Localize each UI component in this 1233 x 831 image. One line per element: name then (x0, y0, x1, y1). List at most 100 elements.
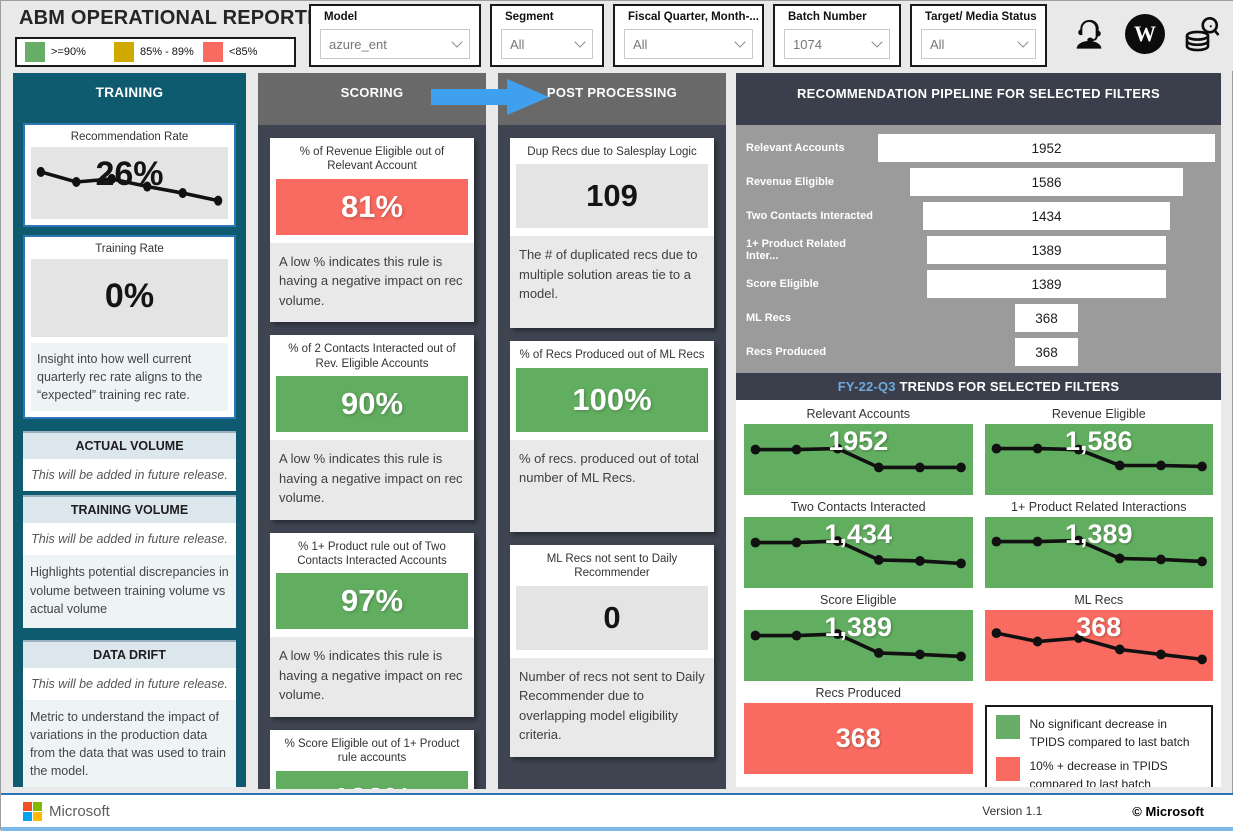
data-drift-section: DATA DRIFT This will be added in future … (23, 639, 236, 787)
kpi-block[interactable]: 81% (276, 178, 468, 235)
training-column: TRAINING Recommendation Rate 26% Trainin… (13, 73, 246, 787)
kpi-block[interactable]: 109 (516, 164, 708, 229)
pipeline-funnel-chart: Relevant Accounts 1952 Revenue Eligible … (736, 125, 1221, 373)
trend-card-two-contacts: Two Contacts Interacted 1,434 (744, 498, 973, 588)
funnel-row: Recs Produced 368 (742, 335, 1215, 369)
training-rate-card: Training Rate 0% Insight into how well c… (23, 235, 236, 420)
gold-swatch (114, 42, 134, 62)
wikipedia-icon[interactable]: W (1124, 13, 1166, 55)
legend-item-gold: 85% - 89% (114, 42, 197, 62)
scoring-card-score-eligible: % Score Eligible out of 1+ Product rule … (270, 729, 474, 789)
chevron-down-icon (574, 36, 586, 48)
card-note: A low % indicates this rule is having a … (270, 637, 474, 717)
card-note: The # of duplicated recs due to multiple… (510, 236, 714, 329)
filter-segment: Segment All (490, 4, 604, 67)
card-title: % of Recs Produced out of ML Recs (519, 349, 705, 362)
sparkline (991, 535, 1207, 567)
scoring-column: SCORING % of Revenue Eligible out of Rel… (258, 73, 486, 789)
trend-chart[interactable]: 1,389 (984, 517, 1213, 588)
section-body: This will be added in future release. (23, 459, 236, 492)
card-title: % Score Eligible out of 1+ Product rule … (284, 737, 460, 765)
card-title: Dup Recs due to Salesplay Logic (527, 146, 697, 158)
trend-card-1plus-product: 1+ Product Related Interactions 1,389 (984, 498, 1213, 588)
recommendation-rate-chart[interactable]: 26% (31, 147, 228, 219)
kpi-value: 26% (95, 155, 164, 193)
trend-card-score-eligible: Score Eligible 1,389 (744, 591, 973, 681)
sparkline (991, 443, 1207, 472)
kpi-block[interactable]: 97% (276, 573, 468, 630)
training-volume-section: TRAINING VOLUME This will be added in fu… (23, 495, 236, 628)
legend-item-green: >=90% (25, 42, 108, 62)
legend-item-red: 10% + decrease in TPIDS compared to last… (995, 757, 1203, 787)
training-header: TRAINING (95, 85, 164, 100)
funnel-bar[interactable]: 368 (1014, 338, 1079, 366)
filter-bar: Model azure_ent Segment All Fiscal Quart… (309, 4, 1047, 67)
scoring-card-2-contacts: % of 2 Contacts Interacted out of Rev. E… (270, 335, 474, 520)
funnel-row: Score Eligible 1389 (742, 267, 1215, 301)
chevron-down-icon (1017, 36, 1029, 48)
card-title: % of Revenue Eligible out of Relevant Ac… (299, 146, 445, 173)
trend-chart[interactable]: 1,434 (744, 517, 973, 588)
training-rate-value-block[interactable]: 0% (31, 259, 228, 337)
model-dropdown[interactable]: azure_ent (320, 29, 470, 59)
footer: Microsoft Version 1.1 © Microsoft (1, 793, 1233, 831)
green-swatch (995, 715, 1020, 739)
data-search-icon[interactable] (1180, 13, 1222, 55)
section-note: Metric to understand the impact of varia… (23, 699, 236, 787)
trend-card-relevant-accounts: Relevant Accounts 1952 (744, 405, 973, 495)
card-title: Training Rate (95, 243, 164, 255)
page-title: ABM OPERATIONAL REPORTING (19, 7, 344, 29)
fiscal-quarter-dropdown[interactable]: All (624, 29, 753, 59)
trends-legend: No significant decrease in TPIDS compare… (984, 705, 1213, 787)
card-title: ML Recs not sent to Daily Recommender (546, 552, 678, 580)
chevron-down-icon (734, 36, 746, 48)
trend-chart[interactable]: 1,586 (984, 424, 1213, 495)
sparkline (750, 443, 966, 473)
chevron-down-icon (451, 36, 463, 48)
funnel-bar[interactable]: 1586 (909, 168, 1184, 196)
funnel-row: ML Recs 368 (742, 301, 1215, 335)
filter-target-media-status: Target/ Media Status All (910, 4, 1047, 67)
green-swatch (25, 42, 45, 62)
sparkline (36, 166, 223, 206)
support-person-icon[interactable] (1068, 13, 1110, 55)
segment-dropdown[interactable]: All (501, 29, 593, 59)
section-body: This will be added in future release. (23, 523, 236, 556)
trend-chart[interactable]: 1952 (744, 424, 973, 495)
sparkline (991, 628, 1207, 665)
sparkline (750, 536, 966, 569)
filter-batch-number: Batch Number 1074 (773, 4, 901, 67)
funnel-bar[interactable]: 1389 (926, 270, 1167, 298)
kpi-block[interactable]: 90% (276, 376, 468, 432)
funnel-bar[interactable]: 1389 (926, 236, 1167, 264)
card-title: % 1+ Product rule out of Two Contacts In… (297, 540, 447, 567)
funnel-row: Revenue Eligible 1586 (742, 165, 1215, 199)
trend-chart[interactable]: 368 (744, 703, 973, 774)
kpi-block[interactable]: 100% (276, 770, 468, 789)
funnel-bar[interactable]: 1952 (878, 134, 1215, 162)
section-body: This will be added in future release. (23, 667, 236, 700)
batch-number-dropdown[interactable]: 1074 (784, 29, 890, 59)
legend-item-green: No significant decrease in TPIDS compare… (995, 715, 1203, 751)
trend-card-ml-recs: ML Recs 368 (984, 591, 1213, 681)
copyright-label: © Microsoft (1132, 803, 1204, 819)
funnel-bar[interactable]: 1434 (922, 202, 1171, 230)
sparkline (750, 629, 966, 662)
card-title: Recommendation Rate (70, 131, 189, 143)
trend-chart[interactable]: 1,389 (744, 610, 973, 681)
card-title: % of 2 Contacts Interacted out of Rev. E… (288, 343, 456, 370)
funnel-row: Two Contacts Interacted 1434 (742, 199, 1215, 233)
top-bar: ABM OPERATIONAL REPORTING >=90% 85% - 89… (1, 1, 1233, 71)
microsoft-logo: Microsoft (23, 801, 110, 821)
post-card-ml-recs-not-sent: ML Recs not sent to Daily Recommender 0 … (510, 544, 714, 757)
section-title: TRAINING VOLUME (23, 495, 236, 524)
funnel-row: Relevant Accounts 1952 (742, 131, 1215, 165)
kpi-block[interactable]: 0 (516, 585, 708, 650)
target-media-status-dropdown[interactable]: All (921, 29, 1036, 59)
trend-chart[interactable]: 368 (984, 610, 1213, 681)
kpi-block[interactable]: 100% (516, 367, 708, 432)
header-icons: W (1068, 13, 1222, 55)
funnel-bar[interactable]: 368 (1014, 304, 1079, 332)
card-note: A low % indicates this rule is having a … (270, 242, 474, 323)
actual-volume-section: ACTUAL VOLUME This will be added in futu… (23, 431, 236, 492)
